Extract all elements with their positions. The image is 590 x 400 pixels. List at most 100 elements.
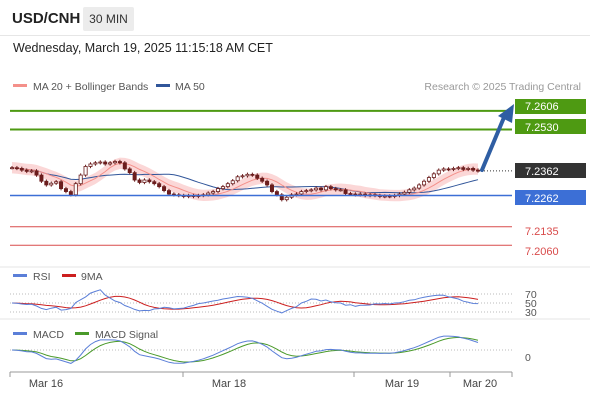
rsi-ma-line: [11, 295, 479, 310]
candle-body: [34, 170, 39, 176]
candle-body: [93, 162, 98, 165]
rsi-label-30: 30: [525, 307, 537, 319]
macd-signal-line: [11, 336, 479, 363]
candle-body: [422, 180, 427, 186]
candle-body: [122, 162, 127, 170]
candle-body: [451, 168, 456, 170]
candle-body: [299, 191, 304, 195]
rsi-ma-legend-swatch: [62, 274, 76, 277]
x-tick-label-mar18: Mar 18: [212, 378, 246, 390]
bollinger-band: [12, 157, 478, 202]
candle-body: [309, 189, 314, 192]
candle-body: [260, 177, 265, 182]
candle-body: [461, 167, 466, 170]
current-price-label: 7.2362: [525, 166, 559, 178]
x-tick-label-mar20: Mar 20: [463, 378, 497, 390]
candle-body: [441, 168, 446, 171]
rsi-line: [11, 289, 479, 314]
candle-body: [412, 187, 417, 191]
macd-signal-legend-swatch: [75, 332, 89, 335]
candle-body: [220, 186, 225, 190]
candle-body: [88, 163, 93, 167]
x-tick-label-mar16: Mar 16: [29, 378, 63, 390]
candle-body: [436, 169, 441, 175]
macd-line: [11, 335, 479, 364]
macd-legend-swatch: [13, 332, 27, 335]
candle-body: [446, 168, 451, 171]
candle-body: [132, 172, 137, 181]
candle-body: [319, 187, 324, 191]
candle-body: [157, 183, 162, 188]
candle-body: [274, 191, 279, 196]
candle-body: [103, 161, 108, 165]
candle-body: [108, 162, 113, 165]
candle-body: [59, 181, 64, 190]
candle-body: [466, 168, 471, 170]
candle-body: [162, 186, 167, 191]
candle-body: [343, 189, 348, 194]
candle-body: [216, 188, 221, 192]
pivot-label: 7.2262: [525, 193, 559, 205]
chart-header: USD/CNH 30 MIN: [0, 0, 590, 36]
candle-body: [142, 179, 147, 183]
candle-body: [63, 188, 68, 192]
candle-body: [407, 189, 412, 193]
symbol-title: USD/CNH: [12, 10, 81, 27]
candle-body: [230, 180, 235, 185]
price-levels: [10, 109, 512, 246]
candle-body: [49, 182, 54, 186]
resistance-label-1-box: [515, 99, 586, 114]
candle-body: [333, 188, 338, 191]
candle-body: [255, 174, 260, 179]
candle-body: [402, 191, 407, 195]
candle-body: [137, 179, 142, 183]
support-label-2: 7.2060: [525, 246, 559, 258]
candle-body: [235, 176, 240, 182]
candle-body: [68, 191, 73, 196]
candle-body: [475, 169, 480, 172]
candle-body: [240, 175, 245, 178]
candle-body: [211, 191, 216, 194]
candle-body: [456, 167, 461, 170]
macd-legend-label: MACD: [33, 329, 64, 341]
ma50-legend-label: MA 50: [175, 81, 205, 93]
candle-body: [152, 181, 157, 185]
candle-body: [147, 179, 152, 183]
candle-body: [166, 190, 171, 195]
candle-body: [269, 184, 274, 192]
rsi-label-50: 50: [525, 298, 537, 310]
candle-body: [250, 173, 255, 176]
candle-body: [348, 193, 353, 195]
ma50-legend-swatch: [156, 84, 170, 87]
projection-arrow: [480, 104, 514, 172]
candle-body: [39, 174, 44, 182]
rsi-legend-swatch: [13, 274, 27, 277]
resistance-label-2: 7.2530: [525, 122, 559, 134]
candle-body: [417, 184, 422, 189]
candle-body: [73, 183, 78, 196]
candle-body: [29, 170, 34, 173]
candle-body: [338, 189, 343, 192]
x-tick-label-mar19: Mar 19: [385, 378, 419, 390]
ma50-line: [11, 167, 479, 194]
macd-zero-label: 0: [525, 352, 531, 364]
candle-body: [19, 168, 24, 171]
candle-body: [83, 166, 88, 176]
candle-body: [206, 192, 211, 196]
candle-body: [78, 174, 83, 185]
pivot-label-box: [515, 190, 586, 205]
rsi-ma-legend-label: 9MA: [81, 271, 103, 283]
candle-body: [14, 167, 19, 170]
candle-body: [225, 183, 230, 188]
rsi-label-70: 70: [525, 289, 537, 301]
timeframe-tab[interactable]: 30 MIN: [83, 7, 134, 31]
candle-body: [9, 167, 14, 170]
candle-body: [127, 168, 132, 174]
candle-body: [44, 180, 49, 186]
research-credit: Research © 2025 Trading Central: [424, 81, 581, 93]
candle-body: [245, 173, 250, 177]
candle-body: [265, 180, 270, 186]
candle-body: [471, 168, 476, 171]
macd-signal-legend-label: MACD Signal: [95, 329, 158, 341]
